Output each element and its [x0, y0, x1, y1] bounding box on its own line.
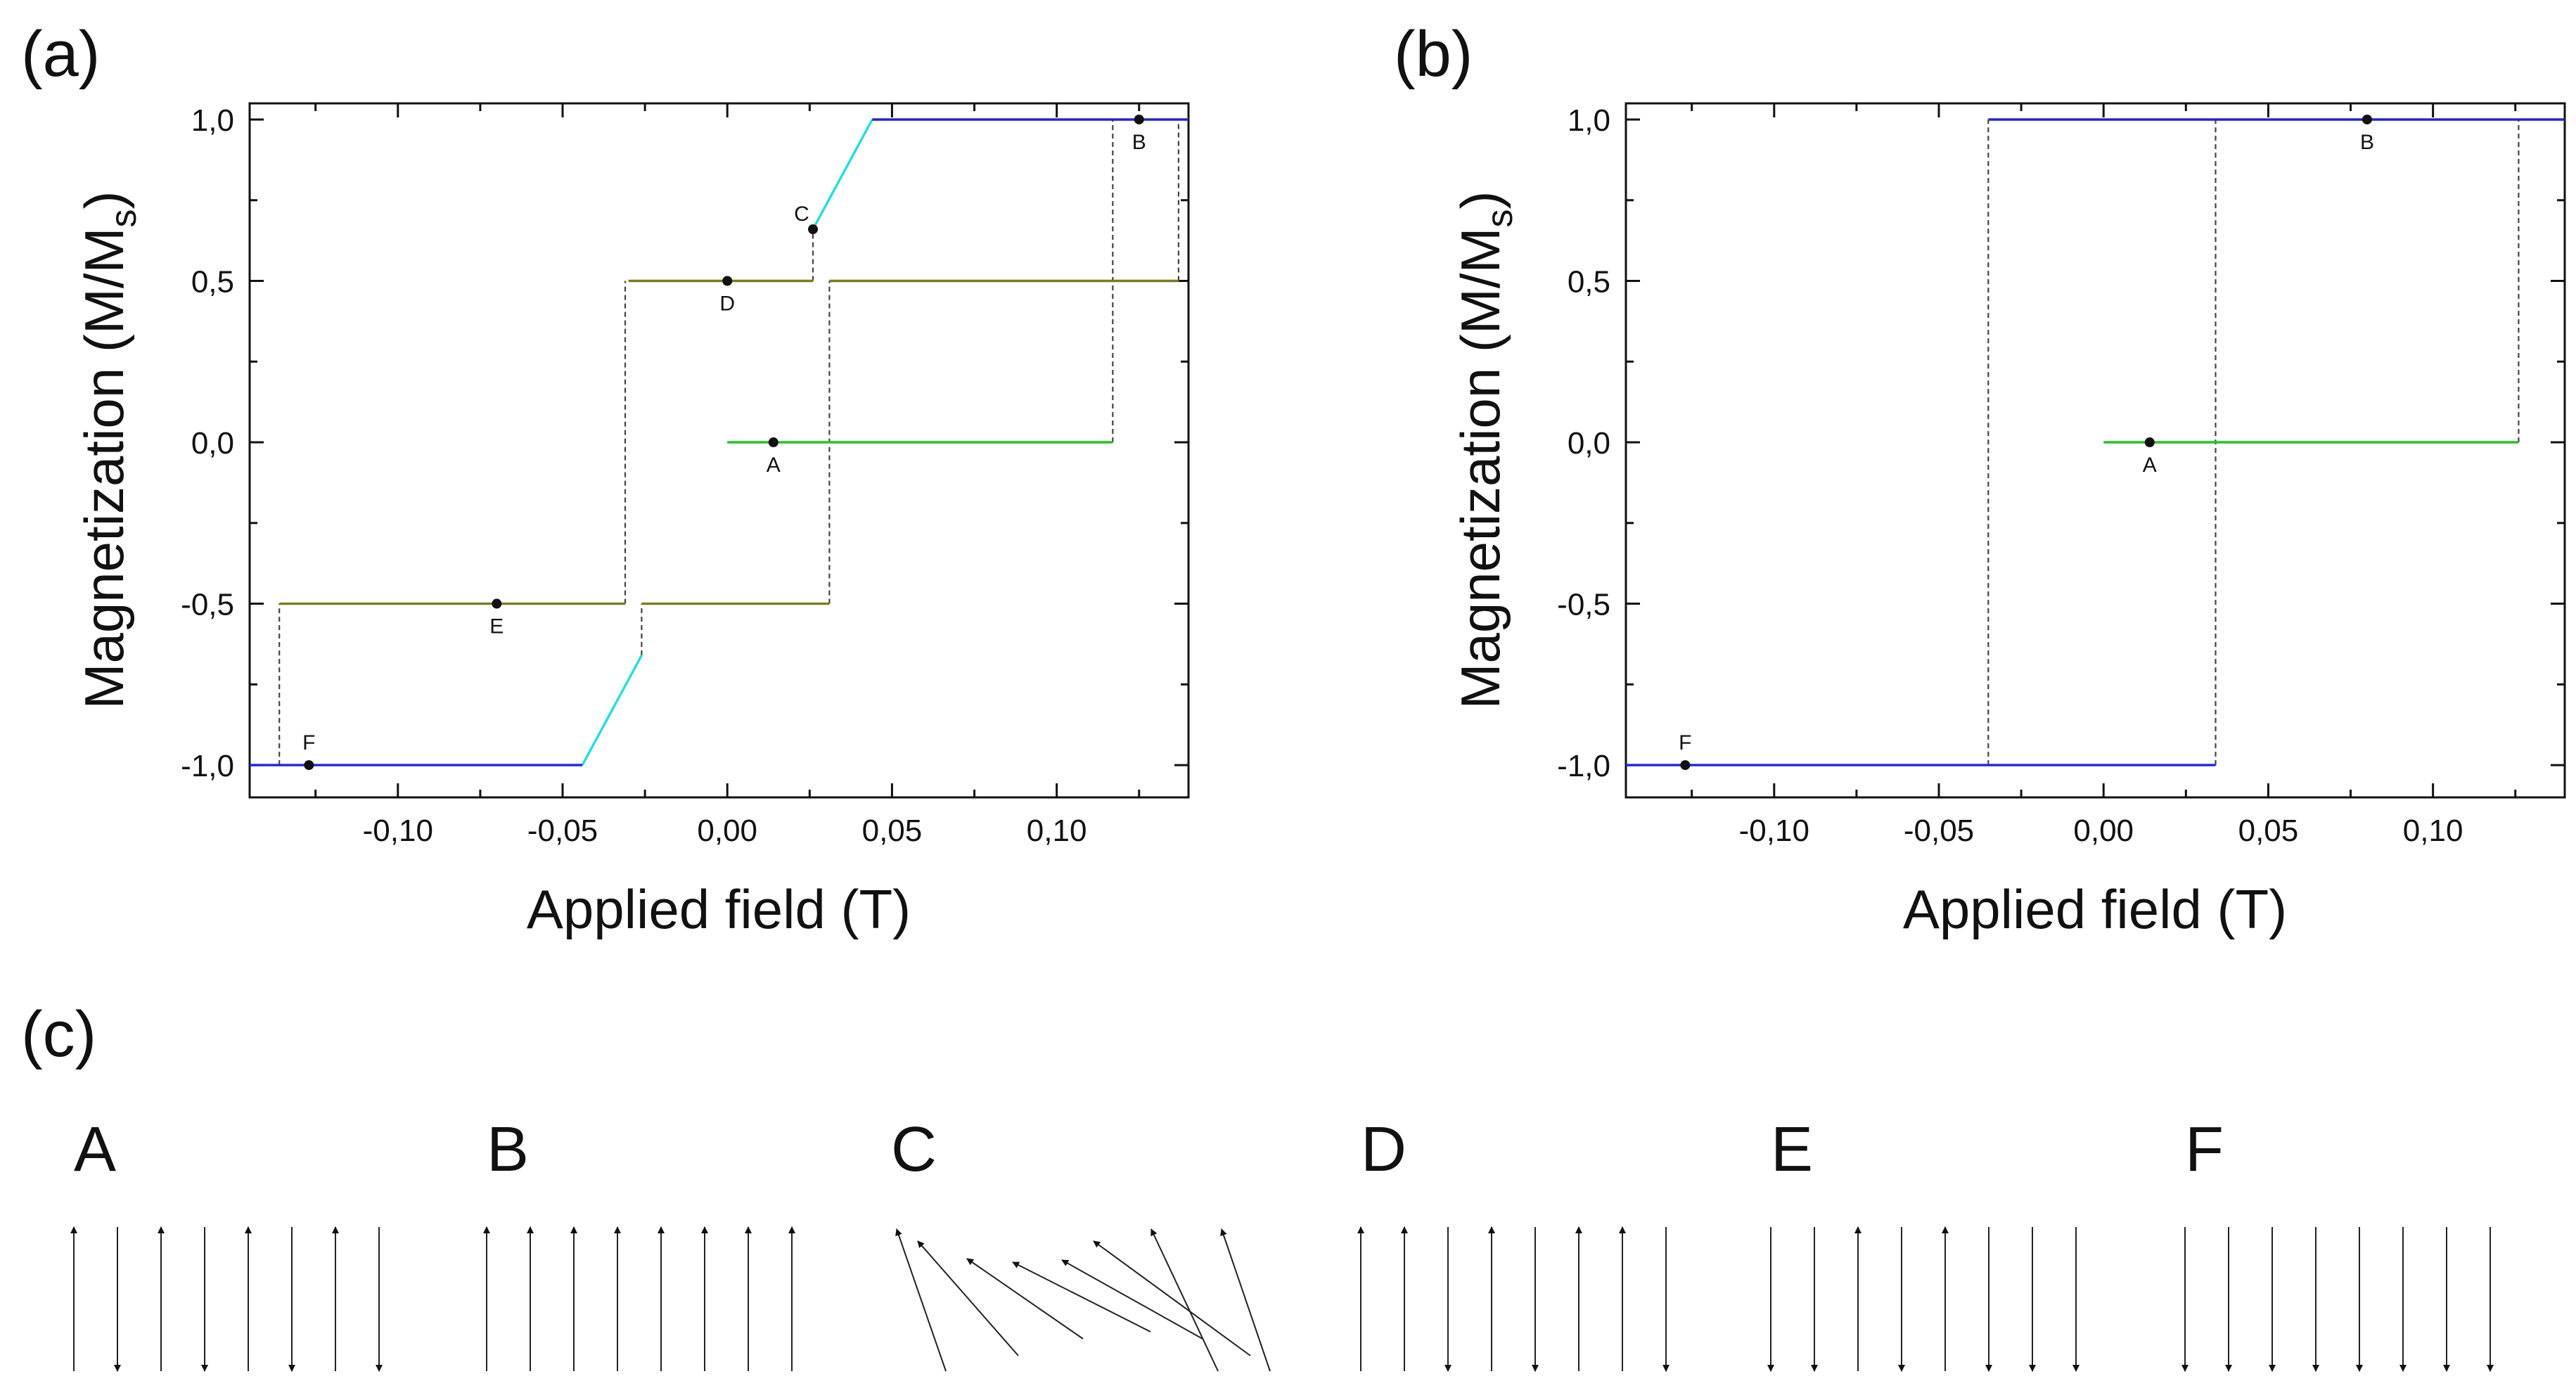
- y-tick-label: 0,0: [191, 426, 234, 461]
- point-E: [492, 598, 502, 609]
- x-tick-label: 0,10: [2403, 814, 2463, 848]
- points-layer-b: A B F: [1679, 114, 2374, 771]
- point-label-A: A: [767, 454, 781, 477]
- axis-ticks-b: -0,10 -0,05 0,00 0,05 0,10 -1,0 -0,5 0,0 0,5 1,0: [1557, 103, 2565, 848]
- x-tick-label: -0,05: [527, 814, 598, 848]
- point-label-F: F: [302, 731, 315, 754]
- point-F: [304, 760, 314, 771]
- spin-arrow-canted: [1012, 1261, 1151, 1332]
- y-tick-label: 1,0: [1568, 103, 1610, 138]
- spin-arrow-canted: [966, 1258, 1084, 1340]
- series-layer-b: [1626, 118, 2565, 766]
- spin-arrow-canted: [1220, 1228, 1271, 1372]
- y-tick-label: 0,5: [1568, 264, 1610, 299]
- x-tick-label: 0,05: [862, 814, 923, 848]
- x-tick-label: -0,05: [1904, 814, 1974, 848]
- x-axis-title-b: Applied field (T): [1903, 878, 2287, 940]
- y-tick-label: 1,0: [191, 103, 234, 138]
- series-rotation-up: [812, 119, 873, 230]
- spin-arrow-canted: [895, 1228, 947, 1372]
- y-tick-label: -1,0: [1557, 749, 1610, 783]
- point-label-D: D: [719, 292, 735, 315]
- plot-frame-b: [1625, 102, 2566, 799]
- point-B: [2362, 114, 2372, 124]
- x-tick-label: -0,10: [363, 814, 433, 848]
- series-layer-a: [250, 118, 1188, 766]
- x-tick-label: 0,00: [697, 814, 757, 848]
- y-tick-label: -1,0: [181, 749, 234, 783]
- spin-arrow-canted: [1061, 1259, 1203, 1340]
- spin-arrow-canted: [1151, 1228, 1219, 1372]
- spin-states-panel: A B C D E F: [70, 1115, 2494, 1372]
- state-label-A: A: [74, 1115, 116, 1185]
- point-D: [722, 276, 733, 286]
- state-label-D: D: [1361, 1115, 1406, 1185]
- state-label-B: B: [487, 1115, 529, 1185]
- state-label-F: F: [2185, 1115, 2224, 1185]
- x-tick-label: 0,05: [2238, 814, 2299, 848]
- point-label-C: C: [794, 203, 809, 226]
- point-F: [1680, 760, 1691, 771]
- axis-ticks-a: -0,10 -0,05 0,00 0,05 0,10 -1,0 -0,5 0,0 0,5 1,0: [181, 103, 1188, 848]
- spin-arrow-canted: [1093, 1240, 1251, 1356]
- x-tick-label: 0,10: [1027, 814, 1087, 848]
- plot-frame-a: [248, 102, 1190, 799]
- x-axis-title-a: Applied field (T): [527, 878, 911, 940]
- point-B: [1134, 114, 1144, 124]
- state-label-E: E: [1771, 1115, 1813, 1185]
- y-axis-title-b: Magnetization (M/Ms): [1449, 191, 1520, 709]
- panel-a-label: (a): [21, 18, 100, 90]
- series-rotation-down: [581, 655, 643, 766]
- panel-b-label: (b): [1394, 18, 1473, 90]
- point-label-E: E: [489, 615, 504, 638]
- chart-panel-a: -0,10 -0,05 0,00 0,05 0,10-1,0-0,50,00,51,0 …: [73, 102, 1190, 940]
- point-A: [768, 437, 778, 448]
- point-label-B: B: [1132, 131, 1146, 154]
- y-axis-title-a: Magnetization (M/Ms): [73, 191, 144, 709]
- x-tick-label: -0,10: [1739, 814, 1809, 848]
- x-tick-label: 0,00: [2073, 814, 2134, 848]
- point-label-F: F: [1679, 731, 1691, 754]
- y-tick-label: 0,0: [1568, 426, 1610, 461]
- point-C: [808, 224, 818, 235]
- state-label-C: C: [891, 1115, 937, 1185]
- point-label-A: A: [2143, 454, 2157, 477]
- panel-c-label: (c): [21, 998, 96, 1070]
- y-tick-label: -0,5: [1557, 588, 1610, 622]
- point-A: [2144, 437, 2155, 448]
- spin-arrow-canted: [917, 1240, 1019, 1356]
- points-layer-a: A B C D E F: [302, 114, 1146, 771]
- point-label-B: B: [2360, 131, 2374, 154]
- y-tick-label: -0,5: [181, 588, 234, 622]
- y-tick-label: 0,5: [191, 264, 234, 299]
- chart-panel-b: -0,10 -0,05 0,00 0,05 0,10-1,0-0,50,00,51,0 …: [1449, 102, 2566, 940]
